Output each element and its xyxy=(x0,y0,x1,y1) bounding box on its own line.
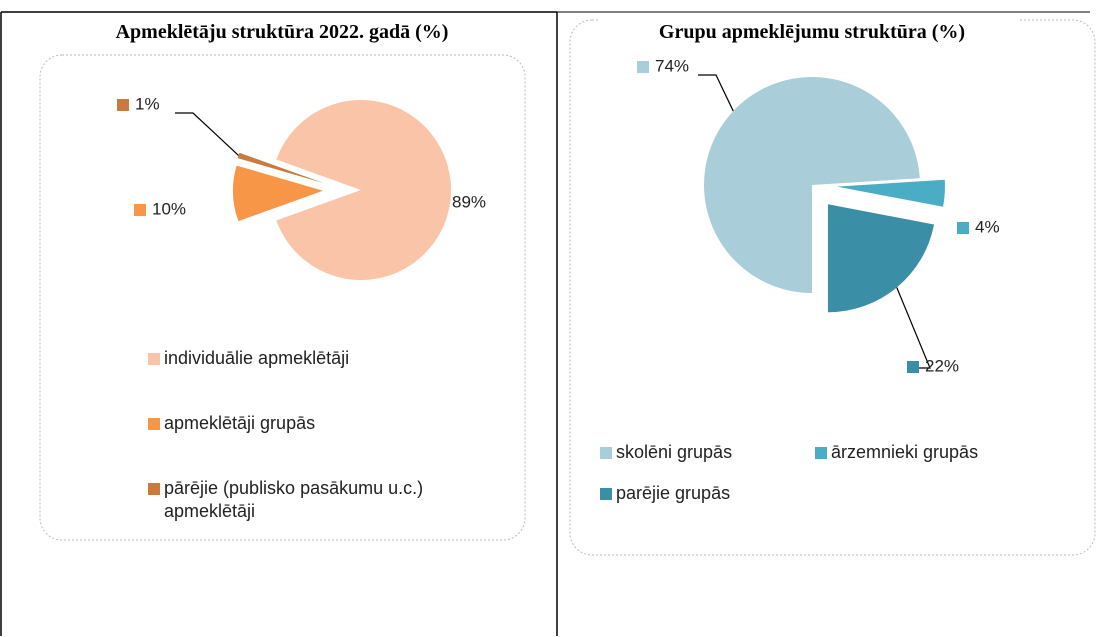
legend-label: parējie grupās xyxy=(616,483,731,503)
data-label: 4% xyxy=(975,217,1000,236)
data-label: 74% xyxy=(655,56,689,75)
legend-label: ārzemnieki grupās xyxy=(831,442,979,462)
title-bg xyxy=(60,18,505,44)
label-swatch xyxy=(434,197,446,209)
pie-slice xyxy=(704,76,920,293)
data-label: 1% xyxy=(135,94,160,113)
label-swatch xyxy=(134,204,146,216)
label-swatch xyxy=(637,61,649,73)
legend-item: skolēni grupās xyxy=(600,441,820,464)
legend-swatch xyxy=(148,483,160,495)
pie-slice xyxy=(237,152,325,184)
legend-item: parējie grupās xyxy=(600,482,820,505)
legend-item: individuālie apmeklētāji xyxy=(148,347,448,370)
pie-slice xyxy=(836,179,945,207)
legend-label: pārējie (publisko pasākumu u.c.) apmeklē… xyxy=(164,478,424,521)
label-swatch xyxy=(957,222,969,234)
legend-label: skolēni grupās xyxy=(616,442,733,462)
legend-swatch xyxy=(815,447,827,459)
title-bg xyxy=(600,18,1020,44)
legend-label: individuālie apmeklētāji xyxy=(164,348,350,368)
label-swatch xyxy=(907,361,919,373)
pie-slice xyxy=(233,165,324,222)
legend-swatch xyxy=(148,353,160,365)
legend-item: ārzemnieki grupās xyxy=(815,441,1075,464)
legend-item: apmeklētāji grupās xyxy=(148,412,448,435)
legend-swatch xyxy=(600,447,612,459)
leader-line xyxy=(698,74,734,112)
leader-line xyxy=(175,112,239,156)
legend-item: pārējie (publisko pasākumu u.c.) apmeklē… xyxy=(148,477,448,523)
data-label: 89% xyxy=(452,192,486,211)
legend-swatch xyxy=(148,418,160,430)
pie-slice xyxy=(276,99,452,281)
chart-title: Grupu apmeklējumu struktūra (%) xyxy=(659,21,965,43)
label-swatch xyxy=(117,99,129,111)
legend-label: apmeklētāji grupās xyxy=(164,413,316,433)
chart-title: Apmeklētāju struktūra 2022. gadā (%) xyxy=(116,21,449,43)
data-label: 10% xyxy=(152,199,186,218)
pie-slice xyxy=(827,204,935,313)
legend-swatch xyxy=(600,488,612,500)
chart-frame xyxy=(39,54,526,541)
data-label: 22% xyxy=(925,356,959,375)
